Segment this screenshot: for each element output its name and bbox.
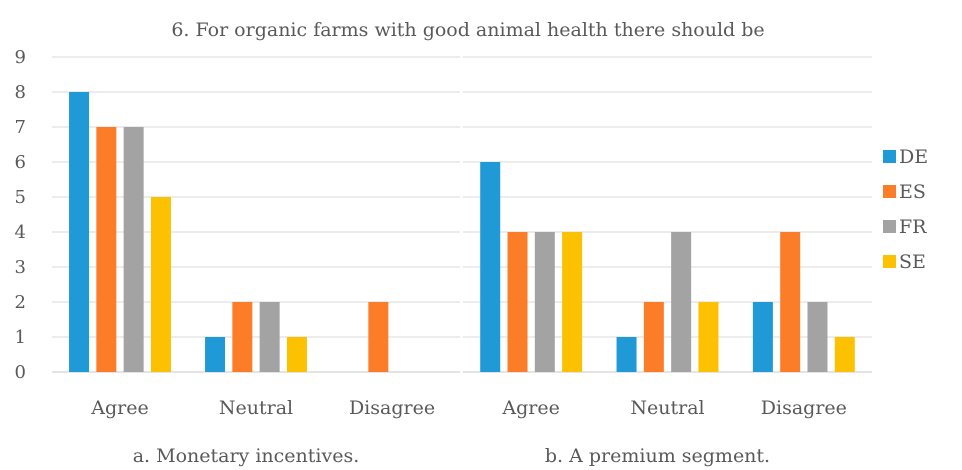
y-tick-label: 5 [15,187,26,208]
bar-es-neutral [232,302,253,372]
bar-es-neutral [643,302,664,372]
bar-se-neutral [286,337,307,372]
bar-fr-neutral [259,302,280,372]
legend-swatch-de [883,150,896,163]
legend-label-es: ES [899,181,926,203]
legend-label-de: DE [899,146,928,168]
x-tick-label: Disagree [349,397,435,419]
legend-swatch-es [883,185,896,198]
legend-label-fr: FR [899,216,927,238]
y-tick-label: 7 [15,117,26,138]
y-tick-label: 3 [15,257,26,278]
bar-fr-disagree [807,302,828,372]
bar-se-agree [562,232,583,372]
bar-fr-agree [534,232,555,372]
y-tick-label: 8 [15,82,26,103]
legend-swatch-se [883,255,896,268]
y-tick-label: 6 [15,152,26,173]
bar-de-disagree [752,302,773,372]
bar-es-disagree [368,302,389,372]
bar-de-neutral [205,337,226,372]
bar-se-agree [150,197,171,372]
y-axis: 0 1 2 3 4 5 6 7 8 9 [15,47,26,383]
chart-title: 6. For organic farms with good animal he… [171,19,764,41]
bar-fr-neutral [671,232,692,372]
grid [52,56,872,373]
panels: Agree Neutral Disagree a. Monetary incentiv… [69,92,855,467]
x-tick-label: Agree [90,397,148,419]
bar-de-neutral [616,337,637,372]
bar-de-agree [69,92,90,372]
y-tick-label: 0 [15,362,26,383]
bar-es-agree [507,232,528,372]
panel-caption: b. A premium segment. [545,445,770,467]
legend-label-se: SE [899,251,926,273]
legend: DE ES FR SE [883,146,928,273]
x-tick-label: Neutral [219,397,293,419]
bar-fr-agree [123,127,144,372]
bar-de-agree [480,162,501,372]
y-tick-label: 2 [15,292,26,313]
x-tick-label: Disagree [761,397,847,419]
legend-swatch-fr [883,220,896,233]
bar-es-disagree [780,232,801,372]
panel-1: Agree Neutral Disagree a. Monetary incentiv… [69,92,435,467]
bar-se-disagree [834,337,855,372]
bar-es-agree [96,127,117,372]
x-tick-label: Neutral [630,397,704,419]
bar-se-neutral [698,302,719,372]
y-tick-label: 4 [15,222,26,243]
panel-caption: a. Monetary incentives. [133,445,360,467]
x-tick-label: Agree [501,397,559,419]
panel-2: Agree Neutral Disagree b. A premium segment… [480,162,855,467]
y-tick-label: 1 [15,327,26,348]
y-tick-label: 9 [15,47,26,68]
